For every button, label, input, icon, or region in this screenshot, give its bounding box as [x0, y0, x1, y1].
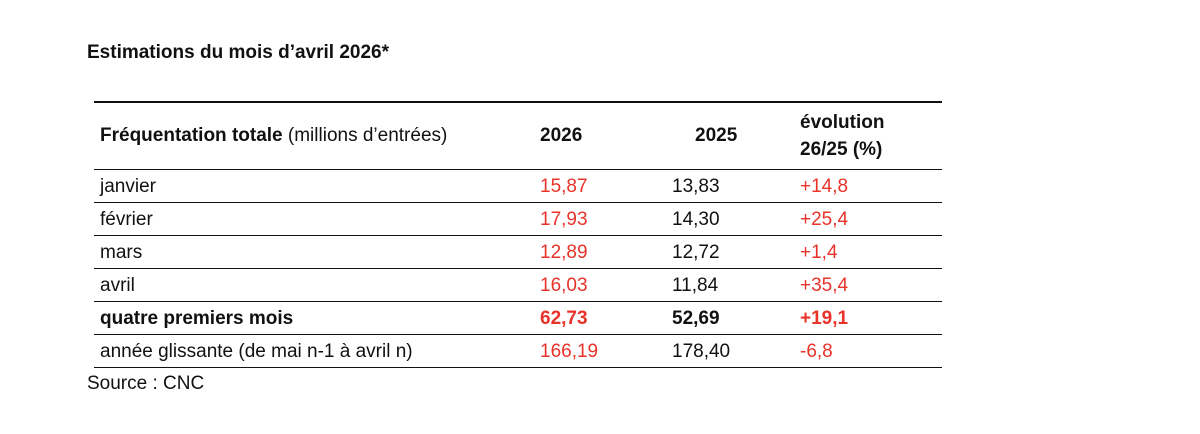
header-evolution-line2: 26/25 (%) [800, 139, 883, 160]
table-row-janvier: janvier 15,87 13,83 +14,8 [94, 170, 942, 203]
table-top-rule [94, 101, 942, 103]
header-label-bold: Fréquentation totale [100, 125, 283, 146]
value-evolution: -6,8 [800, 341, 833, 362]
row-label: février [100, 209, 153, 230]
header-col-2025: 2025 [695, 125, 738, 146]
page-title: Estimations du mois d’avril 2026* [87, 42, 389, 63]
table-row-mars: mars 12,89 12,72 +1,4 [94, 236, 942, 269]
row-label: mars [100, 242, 143, 263]
value-2026: 12,89 [540, 242, 588, 263]
table-row-fevrier: février 17,93 14,30 +25,4 [94, 203, 942, 236]
table-row-avril: avril 16,03 11,84 +35,4 [94, 269, 942, 302]
value-2025: 52,69 [672, 308, 720, 329]
table-header-row: Fréquentation totale (millions d’entrées… [94, 103, 942, 170]
row-label: janvier [100, 176, 156, 197]
value-evolution: +35,4 [800, 275, 849, 296]
header-label-rest: (millions d’entrées) [282, 125, 448, 146]
value-2025: 11,84 [672, 275, 719, 296]
source-note: Source : CNC [87, 373, 205, 394]
value-2026: 15,87 [540, 176, 588, 197]
value-2025: 12,72 [672, 242, 720, 263]
row-label: quatre premiers mois [100, 308, 294, 329]
value-2026: 166,19 [540, 341, 599, 362]
attendance-table: Fréquentation totale (millions d’entrées… [94, 101, 942, 368]
header-col-evolution: évolution 26/25 (%) [800, 109, 884, 163]
value-evolution: +14,8 [800, 176, 849, 197]
value-2026: 17,93 [540, 209, 588, 230]
value-2025: 178,40 [672, 341, 731, 362]
value-2026: 62,73 [540, 308, 588, 329]
value-evolution: +25,4 [800, 209, 849, 230]
row-label: avril [100, 275, 135, 296]
header-evolution-line1: évolution [800, 112, 885, 133]
value-2025: 13,83 [672, 176, 720, 197]
value-evolution: +19,1 [800, 308, 849, 329]
row-label: année glissante (de mai n-1 à avril n) [100, 341, 413, 362]
header-label: Fréquentation totale (millions d’entrées… [100, 125, 447, 147]
value-evolution: +1,4 [800, 242, 838, 263]
table-row-quatre-premiers-mois: quatre premiers mois 62,73 52,69 +19,1 [94, 302, 942, 335]
table-row-annee-glissante: année glissante (de mai n-1 à avril n) 1… [94, 335, 942, 368]
header-col-2026: 2026 [540, 125, 583, 146]
value-2025: 14,30 [672, 209, 720, 230]
value-2026: 16,03 [540, 275, 588, 296]
